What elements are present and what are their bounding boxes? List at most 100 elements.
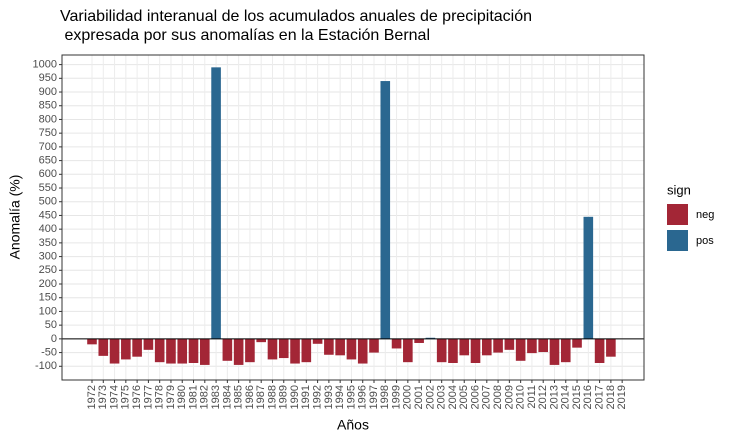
x-tick-label: 2007 [481,385,493,409]
x-tick-label: 2015 [571,385,583,409]
x-tick-label: 1997 [368,385,380,409]
bar [403,338,413,363]
y-tick-label: 850 [39,100,57,112]
y-tick-label: -50 [41,346,57,358]
bar [594,338,605,363]
bar [515,338,526,361]
y-tick-label: 200 [39,278,57,290]
x-tick-label: 2005 [458,385,470,409]
x-tick-label: 1981 [187,385,199,409]
y-tick-label: 0 [51,333,57,345]
bar [470,338,481,363]
y-tick-label: 600 [39,168,57,180]
x-tick-label: 1993 [323,385,335,409]
y-tick-label: 1000 [33,59,57,71]
x-tick-label: 2000 [402,385,414,409]
y-tick-label: 800 [39,113,57,125]
x-tick-label: 1988 [266,385,278,409]
bar [256,338,266,343]
x-tick-label: 1994 [334,385,346,409]
y-tick-label: -100 [35,360,57,372]
bar [538,338,548,353]
legend-key [667,204,688,225]
bar [527,338,537,354]
bar [200,338,210,365]
x-tick-label: 2013 [548,385,560,409]
x-tick-label: 2004 [447,385,459,409]
x-tick-label: 2014 [560,385,572,409]
y-tick-label: 650 [39,154,57,166]
bar [290,338,300,364]
x-tick-label: 1972 [86,385,98,409]
panel-border [61,54,645,381]
bar [166,338,176,364]
x-tick-label: 1982 [199,385,211,409]
x-tick-label: 1984 [221,385,233,409]
x-tick-label: 1974 [108,385,120,409]
bar [245,338,255,363]
bar [121,338,131,360]
bar [560,338,571,363]
y-tick-label: 250 [39,264,57,276]
bar [211,67,221,339]
x-tick-label: 1986 [244,385,256,409]
bar [177,338,188,364]
y-axis-title: Anomalía (%) [7,175,23,260]
y-tick-label: 100 [39,305,57,317]
bar [606,338,616,357]
bar [549,338,560,365]
bar [98,338,109,356]
bar [436,338,447,363]
x-tick-label: 1998 [379,385,391,409]
y-tick-label: 950 [39,72,57,84]
bar [233,338,244,365]
x-tick-label: 1977 [142,385,154,409]
y-tick-label: 900 [39,86,57,98]
x-tick-label: 1991 [300,385,312,409]
y-tick-label: 150 [39,292,57,304]
bar [188,338,199,363]
bar [154,338,165,363]
x-tick-label: 1985 [233,385,245,409]
y-tick-label: 700 [39,141,57,153]
x-tick-label: 2012 [537,385,549,409]
bar [267,338,278,360]
bar [380,81,391,339]
x-tick-label: 1975 [120,385,132,409]
x-axis-title: Años [337,417,369,433]
bar [324,338,334,355]
bar [143,338,154,350]
x-tick-label: 2016 [582,385,594,409]
x-tick-label: 1990 [289,385,301,409]
bar [109,338,120,364]
x-tick-label: 1995 [345,385,357,409]
y-tick-label: 300 [39,250,57,262]
bar [583,216,594,339]
x-tick-label: 2018 [605,385,617,409]
plot-panel [62,55,644,380]
bar [132,338,142,357]
x-tick-label: 2017 [594,385,606,409]
y-tick-label: 450 [39,209,57,221]
bar [459,338,470,356]
bar [301,338,312,363]
x-tick-label: 2001 [413,385,425,409]
x-tick-label: 1987 [255,385,267,409]
x-tick-label: 1999 [390,385,402,409]
x-tick-label: 1976 [131,385,143,409]
x-tick-label: 1978 [154,385,166,409]
legend-label: neg [696,209,714,221]
x-tick-label: 1980 [176,385,188,409]
bar [504,338,515,350]
legend-title: sign [667,182,691,197]
bar [369,338,379,353]
y-tick-label: 400 [39,223,57,235]
bar [312,338,323,344]
chart-subtitle: expresada por sus anomalías en la Estaci… [60,27,430,44]
x-tick-label: 2006 [469,385,481,409]
x-tick-label: 2009 [503,385,515,409]
x-tick-label: 1989 [278,385,290,409]
legend-label: pos [696,235,714,247]
x-tick-label: 1983 [210,385,222,409]
bar [493,338,503,353]
